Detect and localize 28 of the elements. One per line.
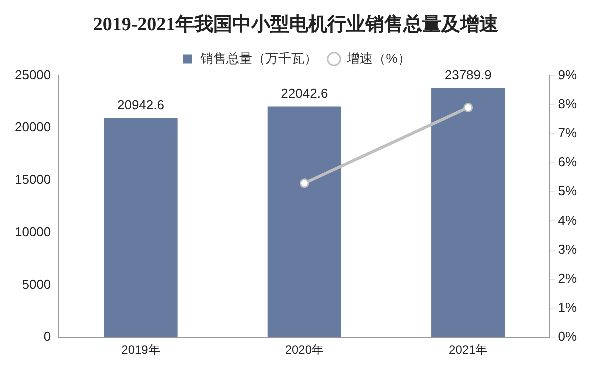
y2-tick-label: 0% (558, 329, 578, 344)
y-tick-label: 15000 (14, 172, 52, 188)
y2-tick-label: 8% (558, 96, 578, 112)
y-tick-label: 10000 (14, 224, 52, 240)
bar (432, 88, 506, 338)
y2-tick-label: 4% (558, 212, 578, 228)
y2-tick-label: 7% (558, 126, 578, 141)
chart-title: 2019-2021年我国中小型电机行业销售总量及增速 (93, 13, 499, 36)
data-label: 20942.6 (117, 97, 164, 112)
y2-tick-label: 1% (558, 300, 578, 316)
y2-tick-label: 3% (558, 242, 578, 257)
y2-tick-label: 9% (558, 67, 578, 82)
bar (104, 118, 178, 338)
data-label: 23789.9 (444, 68, 492, 83)
y2-tick-label: 6% (558, 154, 578, 170)
y-tick-label: 0 (44, 329, 52, 344)
legend-label: 销售总量（万千瓦） (200, 50, 318, 66)
bar (268, 106, 342, 338)
y2-tick-label: 2% (558, 271, 578, 286)
x-tick-label: 2021年 (449, 343, 488, 358)
x-tick-label: 2020年 (285, 343, 324, 358)
y-tick-label: 25000 (14, 67, 52, 82)
y-tick-label: 20000 (14, 120, 52, 135)
legend-label: 增速（%） (346, 50, 411, 66)
data-label: 22042.6 (281, 86, 328, 101)
y-tick-label: 5000 (22, 276, 52, 292)
x-tick-label: 2019年 (122, 343, 160, 358)
y2-tick-label: 5% (558, 184, 578, 199)
